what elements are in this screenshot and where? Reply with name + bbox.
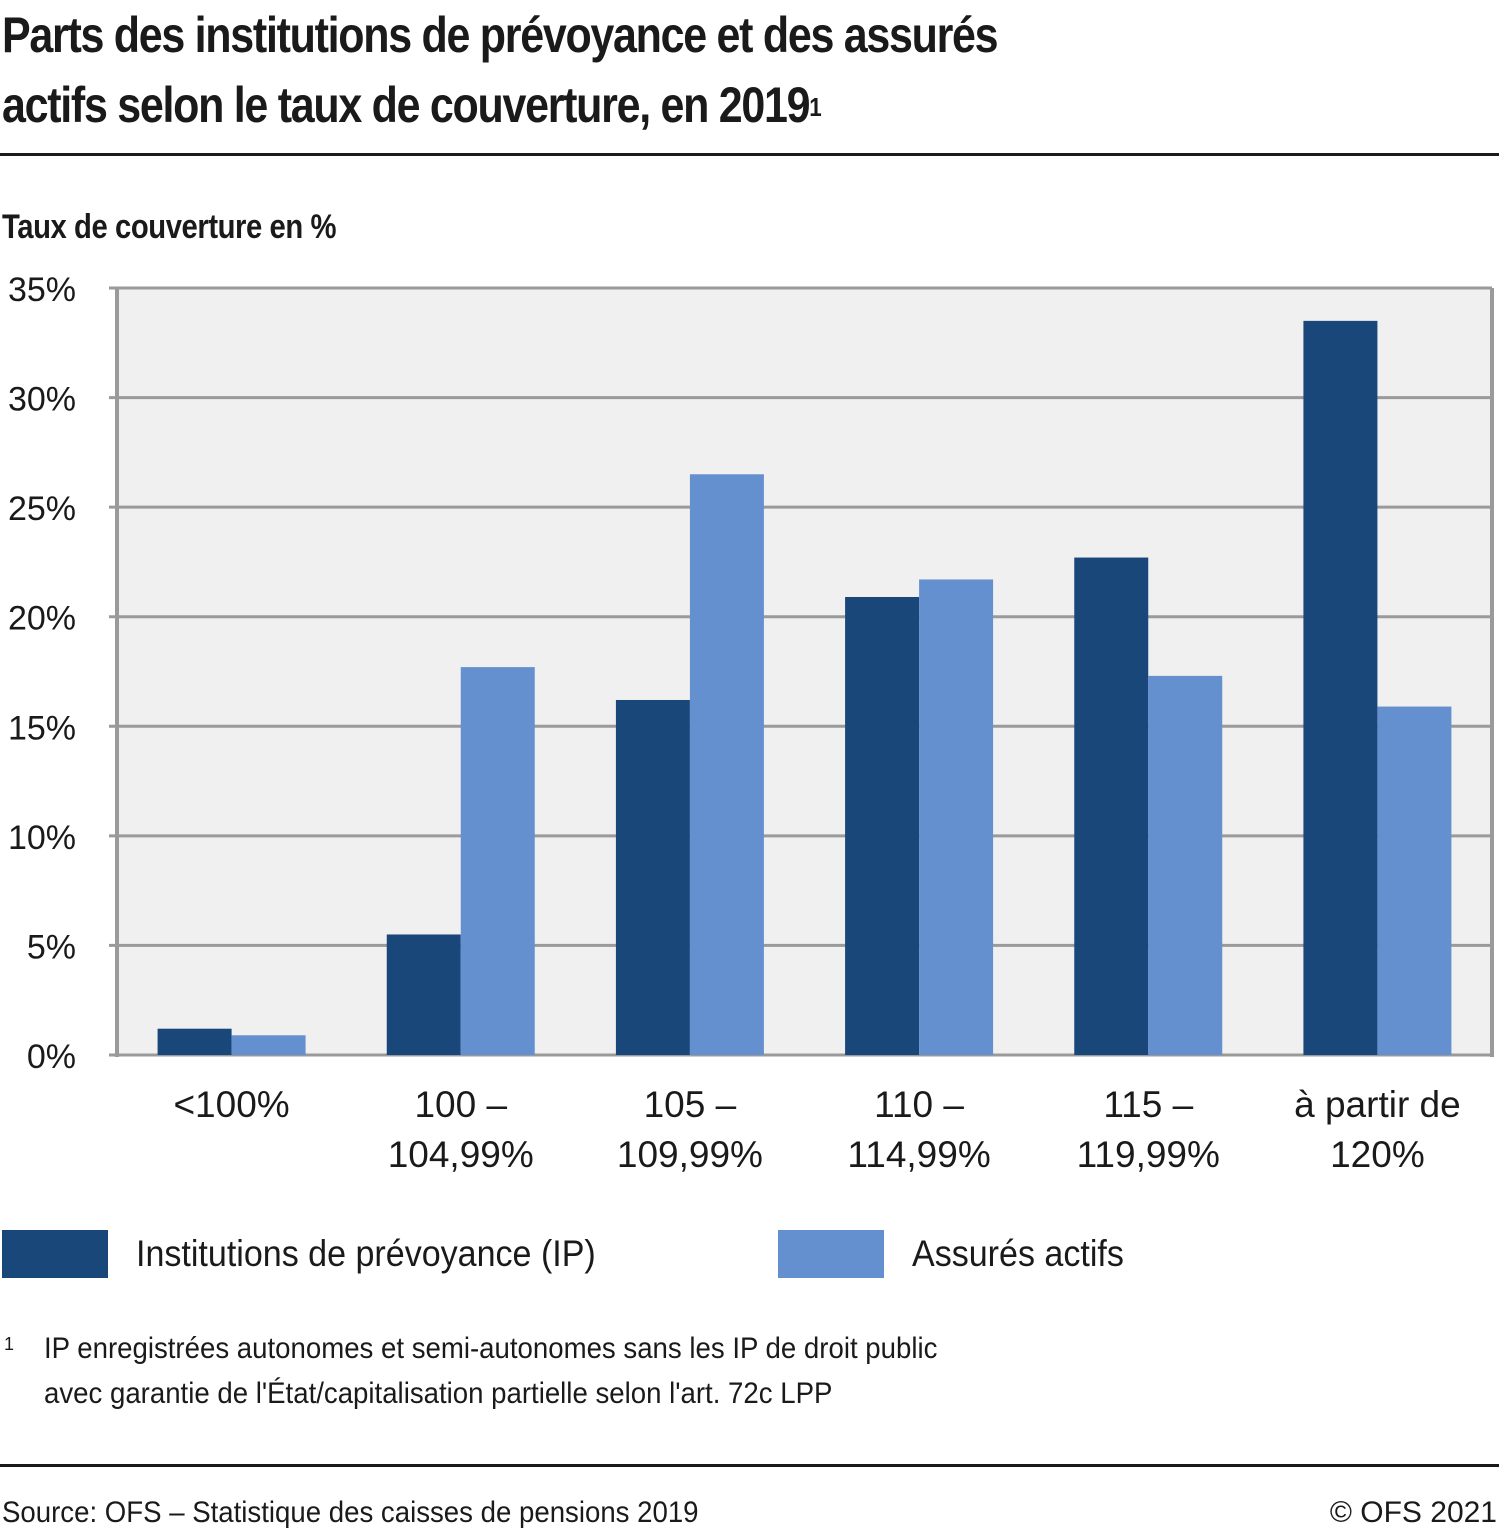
copyright-text: © OFS 2021 [1329, 1496, 1497, 1529]
legend: Institutions de prévoyance (IP) Assurés … [0, 1230, 1499, 1280]
legend-swatch-assures [778, 1230, 884, 1278]
legend-swatch-ip [2, 1230, 108, 1278]
footnote: 1 IP enregistrées autonomes et semi-auto… [0, 1326, 1015, 1416]
bar-assures [1148, 675, 1223, 1055]
bar-ip [845, 596, 920, 1055]
y-tick-label: 10% [8, 819, 76, 857]
bar-ip [157, 1028, 232, 1055]
y-tick-label: 5% [27, 928, 76, 966]
bar-assures [919, 579, 994, 1055]
y-tick-label: 15% [8, 709, 76, 747]
bar-assures [1377, 706, 1452, 1055]
bar-ip [1074, 557, 1149, 1055]
bar-ip [1303, 320, 1378, 1055]
bar-ip [615, 699, 690, 1055]
x-tick-label: 105 – [644, 1084, 737, 1125]
y-tick-label: 20% [8, 600, 76, 638]
source-text: Source: OFS – Statistique des caisses de… [2, 1496, 699, 1529]
x-tick-label: 100 – [414, 1084, 507, 1125]
footnote-line2: avec garantie de l'État/capitalisation p… [44, 1377, 833, 1410]
x-tick-label: 104,99% [388, 1134, 534, 1175]
legend-item-assures: Assurés actifs [778, 1230, 1142, 1278]
bar-assures [231, 1035, 306, 1055]
x-tick-label: 119,99% [1077, 1134, 1220, 1175]
x-tick-label: à partir de [1294, 1084, 1461, 1125]
bar-ip [386, 934, 461, 1055]
x-tick-label: 120% [1330, 1134, 1425, 1175]
bar-assures [689, 474, 764, 1055]
chart-title-line1: Parts des institutions de prévoyance et … [2, 7, 999, 63]
y-tick-label: 30% [8, 381, 76, 419]
bar-chart: 0% 5% 10% 15% 20% 25% 30% 35% <100% 100 – 104,99% 1… [8, 271, 1494, 1175]
y-tick-label: 35% [8, 271, 76, 309]
legend-item-ip: Institutions de prévoyance (IP) [2, 1230, 636, 1278]
title-footnote-ref: 1 [809, 92, 821, 122]
x-tick-label: 114,99% [847, 1134, 990, 1175]
y-tick-label: 25% [8, 490, 76, 528]
footnote-line1: IP enregistrées autonomes et semi-autono… [44, 1332, 938, 1365]
footer-divider [0, 1464, 1499, 1467]
plot-area [117, 288, 1492, 1055]
x-tick-label: 110 – [874, 1084, 964, 1125]
y-axis-label: Taux de couverture en % [2, 208, 337, 246]
legend-label-assures: Assurés actifs [912, 1233, 1124, 1274]
title-divider [0, 153, 1499, 156]
x-tick-label: 115 – [1103, 1084, 1193, 1125]
x-tick-label: 109,99% [617, 1134, 763, 1175]
legend-label-ip: Institutions de prévoyance (IP) [136, 1233, 596, 1274]
footnote-mark: 1 [4, 1334, 15, 1354]
chart-title: Parts des institutions de prévoyance et … [2, 0, 1288, 140]
chart-title-line2: actifs selon le taux de couverture, en 2… [2, 77, 822, 133]
y-tick-label: 0% [27, 1038, 76, 1076]
x-tick-label: <100% [173, 1084, 289, 1125]
bar-assures [460, 667, 535, 1055]
